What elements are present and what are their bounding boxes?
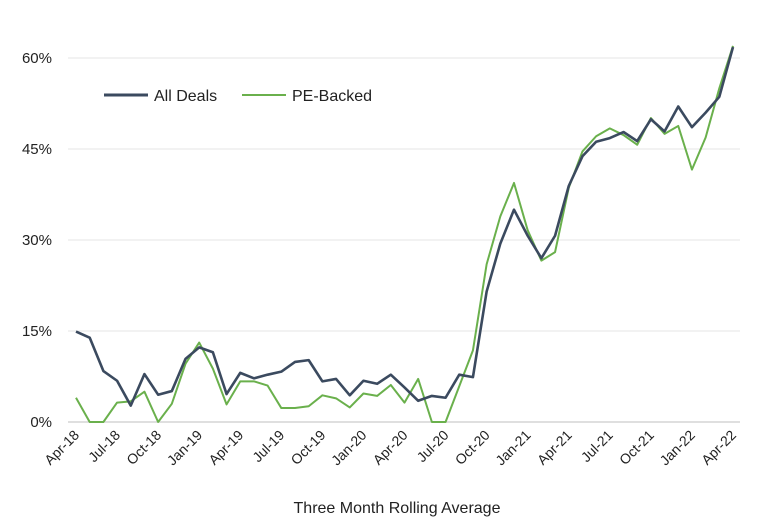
x-tick-label: Apr-21 — [534, 427, 575, 468]
x-tick-label: Jul-21 — [578, 427, 616, 465]
x-tick-label: Jan-21 — [492, 427, 534, 469]
legend-label-all-deals: All Deals — [154, 88, 217, 105]
x-tick-label: Oct-21 — [616, 427, 657, 468]
x-tick-label: Oct-19 — [287, 427, 328, 468]
y-axis-ticks: 0% 15% 30% 45% 60% — [22, 50, 52, 431]
gridlines — [68, 57, 740, 332]
x-tick-label: Apr-22 — [698, 427, 739, 468]
x-tick-label: Jan-20 — [328, 427, 370, 469]
y-tick-label: 60% — [22, 50, 52, 67]
x-tick-label: Apr-19 — [205, 427, 246, 468]
x-tick-label: Jan-19 — [164, 427, 206, 469]
x-axis-ticks: Apr-18 Jul-18 Oct-18 Jan-19 Apr-19 Jul-1… — [41, 427, 739, 469]
x-tick-label: Jul-20 — [413, 427, 451, 465]
y-tick-label: 15% — [22, 323, 52, 340]
series-line-pe-backed — [75, 45, 734, 423]
x-tick-label: Jul-19 — [249, 427, 287, 465]
x-tick-label: Oct-18 — [123, 427, 164, 468]
legend: All Deals PE-Backed — [104, 88, 372, 105]
x-axis-title: Three Month Rolling Average — [294, 500, 501, 517]
x-tick-label: Jul-18 — [85, 427, 123, 465]
y-tick-label: 45% — [22, 141, 52, 158]
series-lines — [75, 45, 735, 423]
y-tick-label: 0% — [30, 414, 52, 431]
legend-label-pe-backed: PE-Backed — [292, 88, 372, 105]
x-tick-label: Jan-22 — [656, 427, 698, 469]
y-tick-label: 30% — [22, 232, 52, 249]
x-tick-label: Oct-20 — [452, 427, 493, 468]
series-line-all-deals — [75, 46, 735, 407]
x-tick-label: Apr-20 — [370, 427, 411, 468]
x-tick-label: Apr-18 — [41, 427, 82, 468]
